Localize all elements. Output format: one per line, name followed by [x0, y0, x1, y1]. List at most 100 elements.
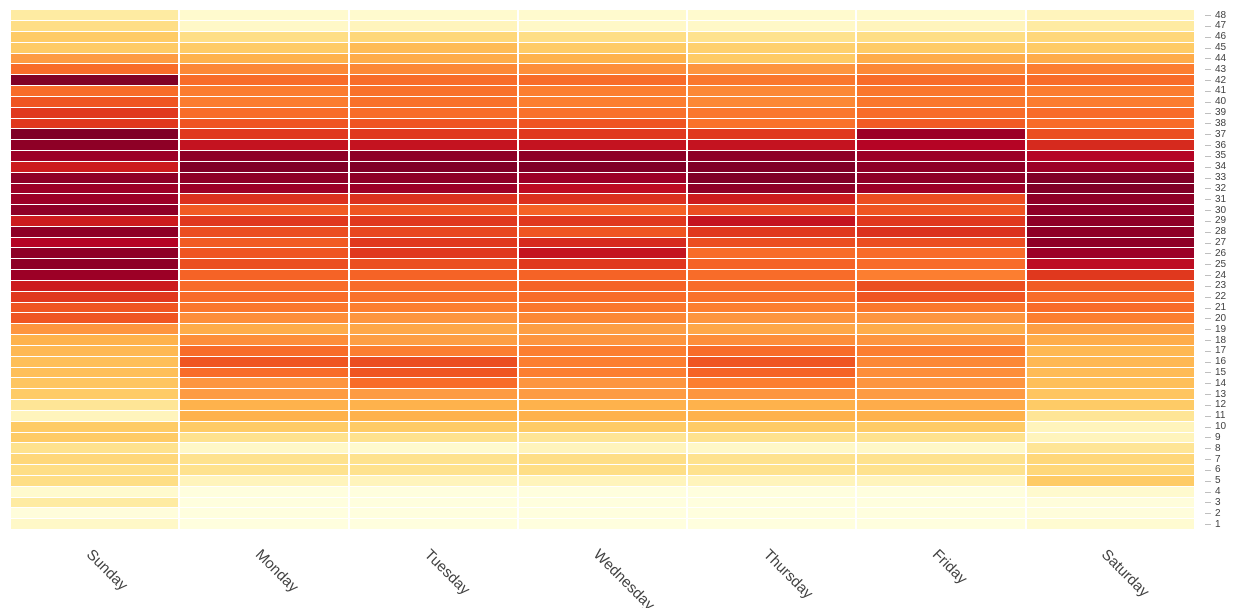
heatmap-cell [350, 238, 517, 249]
heatmap-cell [857, 205, 1024, 216]
x-axis-tick: Wednesday [518, 538, 687, 608]
heatmap-cell [180, 216, 347, 227]
y-axis-tick: 24 [1201, 270, 1247, 281]
heatmap-cell [519, 151, 686, 162]
heatmap-cell [857, 194, 1024, 205]
heatmap-cell [1027, 443, 1194, 454]
heatmap-cell [11, 324, 178, 335]
heatmap-cell [688, 335, 855, 346]
heatmap-cell [180, 292, 347, 303]
heatmap-cell [180, 43, 347, 54]
heatmap-cell [688, 508, 855, 519]
heatmap-cell [11, 54, 178, 65]
heatmap-cell [857, 411, 1024, 422]
x-axis-label: Friday [929, 546, 970, 587]
heatmap-cell [688, 400, 855, 411]
heatmap-cell [857, 43, 1024, 54]
heatmap-cell [11, 97, 178, 108]
heatmap-cell [1027, 433, 1194, 444]
heatmap-cell [1027, 324, 1194, 335]
heatmap-cell [11, 259, 178, 270]
heatmap-cell [857, 21, 1024, 32]
heatmap-cell [350, 389, 517, 400]
heatmap-cell [11, 238, 178, 249]
heatmap-cell [350, 368, 517, 379]
heatmap-cell [688, 54, 855, 65]
heatmap-column [180, 10, 347, 530]
heatmap-cell [688, 248, 855, 259]
heatmap-cell [350, 75, 517, 86]
heatmap-cell [1027, 303, 1194, 314]
heatmap-cell [857, 184, 1024, 195]
heatmap-cell [1027, 292, 1194, 303]
heatmap-cell [519, 346, 686, 357]
heatmap-cell [857, 443, 1024, 454]
heatmap-cell [180, 519, 347, 530]
heatmap-cell [857, 487, 1024, 498]
heatmap-cell [180, 476, 347, 487]
y-axis-tick: 26 [1201, 248, 1247, 259]
heatmap-cell [688, 227, 855, 238]
heatmap-cell [688, 519, 855, 530]
heatmap-cell [11, 205, 178, 216]
x-axis-tick: Friday [856, 538, 1025, 608]
heatmap-cell [1027, 422, 1194, 433]
heatmap-cell [350, 281, 517, 292]
heatmap-cell [519, 313, 686, 324]
y-axis-tick: 25 [1201, 259, 1247, 270]
heatmap-cell [180, 465, 347, 476]
heatmap-cell [688, 151, 855, 162]
y-axis-tick: 30 [1201, 205, 1247, 216]
heatmap-cell [857, 357, 1024, 368]
heatmap-cell [688, 378, 855, 389]
heatmap-cell [180, 281, 347, 292]
heatmap-cell [1027, 43, 1194, 54]
heatmap-cell [857, 216, 1024, 227]
y-axis-tick: 38 [1201, 119, 1247, 130]
heatmap-cell [1027, 64, 1194, 75]
heatmap-cell [350, 487, 517, 498]
heatmap-cell [857, 270, 1024, 281]
y-axis-tick: 1 [1201, 519, 1247, 530]
heatmap-cell [519, 324, 686, 335]
heatmap-cell [1027, 227, 1194, 238]
heatmap-cell [519, 140, 686, 151]
heatmap-cell [519, 32, 686, 43]
heatmap-cell [11, 119, 178, 130]
y-axis-tick: 44 [1201, 54, 1247, 65]
x-axis-label: Sunday [83, 546, 131, 594]
heatmap-cell [688, 205, 855, 216]
heatmap-cell [688, 324, 855, 335]
heatmap-cell [11, 86, 178, 97]
x-axis-tick: Monday [179, 538, 348, 608]
heatmap-cell [350, 498, 517, 509]
heatmap-cell [350, 346, 517, 357]
heatmap-cell [350, 519, 517, 530]
heatmap-cell [688, 357, 855, 368]
heatmap-cell [857, 248, 1024, 259]
heatmap-cell [11, 303, 178, 314]
heatmap-cell [1027, 389, 1194, 400]
x-axis-label: Monday [252, 546, 302, 596]
heatmap-cell [857, 129, 1024, 140]
heatmap-cell [1027, 519, 1194, 530]
heatmap-cell [11, 129, 178, 140]
heatmap-cell [519, 21, 686, 32]
heatmap-cell [1027, 487, 1194, 498]
heatmap-cell [350, 411, 517, 422]
y-axis-tick: 42 [1201, 75, 1247, 86]
x-axis-tick: Saturday [1026, 538, 1195, 608]
heatmap-column [11, 10, 178, 530]
y-axis-tick: 32 [1201, 184, 1247, 195]
heatmap-cell [857, 119, 1024, 130]
y-axis-tick: 48 [1201, 10, 1247, 21]
heatmap-cell [11, 10, 178, 21]
heatmap-cell [519, 194, 686, 205]
heatmap-cell [1027, 270, 1194, 281]
heatmap-cell [180, 108, 347, 119]
heatmap-cell [180, 433, 347, 444]
heatmap-cell [11, 368, 178, 379]
heatmap-cell [350, 162, 517, 173]
heatmap-cell [857, 346, 1024, 357]
heatmap-grid [10, 10, 1195, 530]
